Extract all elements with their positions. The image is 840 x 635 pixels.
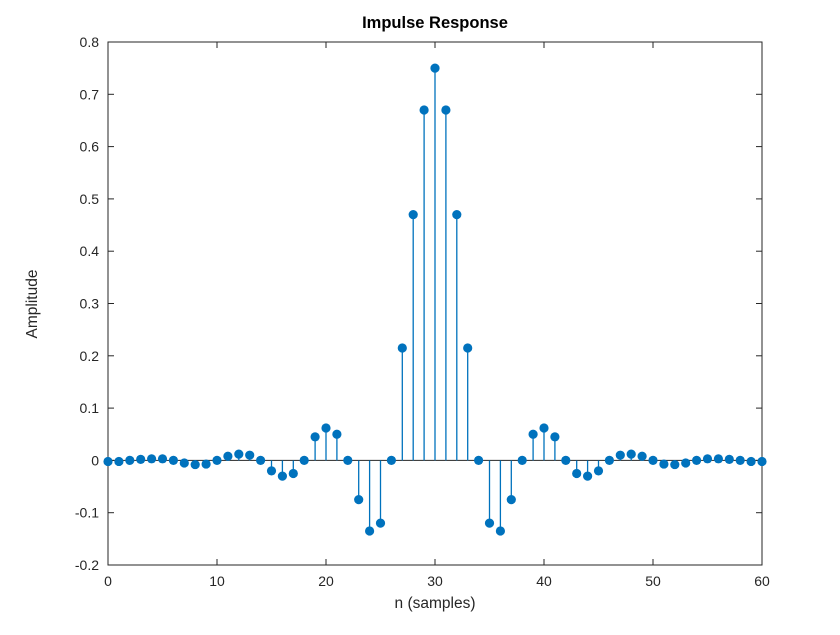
x-tick-label: 40: [536, 573, 552, 589]
stem-marker: [136, 454, 146, 464]
stem-marker: [572, 468, 582, 479]
y-tick-label: 0.6: [80, 139, 100, 155]
y-tick-label: 0: [91, 452, 99, 468]
stem-marker: [484, 518, 495, 528]
stem-marker: [430, 63, 440, 73]
stem-marker: [168, 455, 178, 465]
stem-marker: [201, 459, 211, 469]
stem-marker: [332, 429, 342, 439]
x-axis-label: n (samples): [395, 595, 476, 612]
stem-marker: [463, 343, 473, 353]
stem-marker: [125, 455, 135, 465]
stem-marker: [637, 451, 647, 461]
y-tick-label: 0.2: [80, 348, 100, 364]
stem-marker: [354, 495, 364, 505]
stem-marker: [561, 455, 571, 465]
stem-marker: [266, 466, 277, 476]
stem-marker: [365, 526, 375, 536]
x-tick-label: 10: [209, 573, 225, 589]
stem-marker: [517, 455, 527, 465]
stem-marker: [147, 454, 157, 464]
stem-marker: [724, 454, 734, 464]
x-tick-label: 0: [104, 573, 112, 589]
y-tick-label: -0.2: [75, 557, 99, 573]
stem-marker: [441, 105, 451, 115]
x-tick-label: 60: [754, 573, 770, 589]
stem-marker: [397, 343, 407, 353]
stem-marker: [692, 455, 702, 465]
stem-marker: [245, 450, 255, 460]
stem-marker: [648, 455, 658, 465]
y-tick-label: -0.1: [75, 505, 99, 521]
stem-marker: [452, 209, 462, 220]
stem-marker: [539, 423, 549, 433]
stem-marker: [528, 429, 538, 439]
stem-marker: [735, 455, 745, 465]
y-tick-label: 0.1: [80, 400, 100, 416]
stem-marker: [681, 458, 691, 468]
stem-marker: [702, 454, 713, 464]
stem-marker: [408, 209, 418, 220]
stem-marker: [593, 466, 604, 476]
stem-marker: [626, 449, 636, 459]
stem-marker: [659, 459, 669, 469]
x-tick-label: 30: [427, 573, 443, 589]
stem-marker: [495, 526, 505, 536]
stem-marker: [386, 455, 396, 465]
x-tick-label: 50: [645, 573, 661, 589]
stem-marker: [288, 468, 298, 479]
stem-marker: [179, 458, 189, 468]
x-tick-label: 20: [318, 573, 334, 589]
stem-marker: [757, 456, 767, 467]
stem-marker: [615, 450, 625, 460]
stem-marker: [583, 471, 593, 481]
y-tick-label: 0.8: [80, 34, 100, 50]
stem-marker: [234, 449, 244, 459]
y-tick-label: 0.7: [80, 86, 100, 102]
stem-marker: [375, 518, 386, 528]
axis-ticks: 0 10 20 30 40 50 60 -0.2 -0.1 0 0.1 0.2 0.3 0.4 0.5 0.6…: [75, 34, 770, 589]
y-axis-label: Amplitude: [24, 270, 41, 339]
stem-marker: [506, 495, 516, 505]
stem-marker: [550, 432, 560, 442]
stem-marker: [604, 455, 615, 465]
y-tick-label: 0.3: [80, 296, 100, 312]
stem-series: [103, 63, 767, 536]
stem-marker: [713, 454, 724, 464]
stem-marker: [321, 423, 331, 433]
stem-marker: [474, 455, 484, 465]
stem-marker: [299, 455, 309, 465]
stem-marker: [157, 454, 168, 464]
stem-marker: [277, 471, 287, 481]
stem-marker: [419, 105, 429, 115]
stem-marker: [670, 459, 680, 470]
y-tick-label: 0.4: [80, 243, 100, 259]
stem-marker: [256, 455, 266, 465]
stem-marker: [212, 455, 222, 465]
stem-marker: [746, 456, 756, 467]
y-tick-label: 0.5: [80, 191, 100, 207]
stem-marker: [343, 455, 353, 465]
stem-marker: [190, 459, 200, 470]
stem-marker: [310, 432, 320, 442]
stem-marker: [103, 456, 113, 467]
stem-marker: [114, 456, 124, 467]
chart-title: Impulse Response: [362, 14, 508, 32]
stem-marker: [223, 451, 233, 461]
